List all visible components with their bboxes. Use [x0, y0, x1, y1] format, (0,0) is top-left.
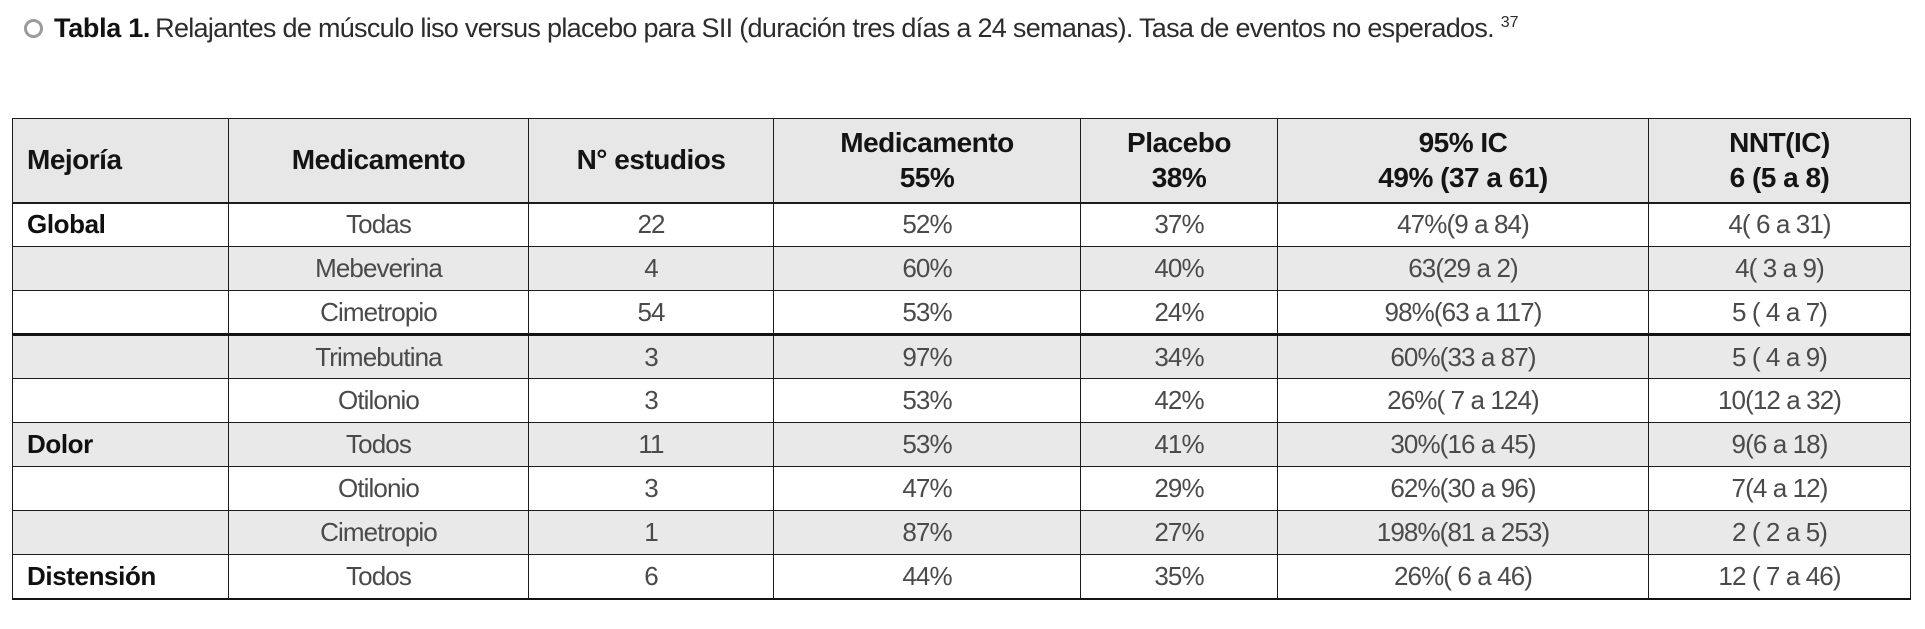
cell-nnt_ic: 2 ( 2 a 5) [1648, 510, 1911, 555]
cell-n_estudios: 3 [528, 334, 774, 379]
caption-reference: 37 [1500, 14, 1519, 31]
cell-medicamento_pct: 97% [773, 334, 1081, 379]
table-row: Cimetropio 54 53% 24% 98%(63 a 117) 5 ( … [12, 290, 1911, 336]
table-row: Trimebutina 3 97% 34% 60%(33 a 87) 5 ( 4… [12, 334, 1911, 379]
cell-mejoria [12, 334, 229, 379]
column-header-subvalue: 49% (37 a 61) [1378, 161, 1548, 193]
column-header-label: 95% IC [1418, 126, 1508, 158]
cell-placebo_pct: 35% [1080, 554, 1278, 600]
cell-mejoria: Distensión [12, 554, 229, 600]
cell-placebo_pct: 24% [1080, 290, 1278, 336]
cell-ic_95: 98%(63 a 117) [1277, 290, 1649, 336]
column-header-3: Medicamento 55% [773, 118, 1081, 204]
circle-outline-icon [24, 19, 43, 38]
cell-medicamento_pct: 53% [773, 378, 1081, 423]
cell-ic_95: 47%(9 a 84) [1277, 202, 1649, 247]
cell-ic_95: 26%( 7 a 124) [1277, 378, 1649, 423]
cell-nnt_ic: 7(4 a 12) [1648, 466, 1911, 511]
table-body: Global Todas 22 52% 37% 47%(9 a 84) 4( 6… [12, 202, 1911, 600]
cell-ic_95: 62%(30 a 96) [1277, 466, 1649, 511]
table-row: Dolor Todos 11 53% 41% 30%(16 a 45) 9(6 … [12, 422, 1911, 467]
cell-n_estudios: 4 [528, 246, 774, 291]
cell-medicamento: Otilonio [228, 466, 529, 511]
column-header-6: NNT(IC) 6 (5 a 8) [1648, 118, 1911, 204]
cell-n_estudios: 6 [528, 554, 774, 600]
cell-placebo_pct: 41% [1080, 422, 1278, 467]
cell-n_estudios: 1 [528, 510, 774, 555]
column-header-2: N° estudios [528, 118, 774, 204]
column-header-label: Placebo [1127, 126, 1231, 158]
column-header-subvalue: 55% [899, 161, 955, 193]
results-table: Mejoría Medicamento N° estudios Medicame… [12, 118, 1911, 600]
column-header-label: Medicamento [840, 126, 1014, 158]
cell-nnt_ic: 5 ( 4 a 9) [1648, 334, 1911, 379]
cell-ic_95: 198%(81 a 253) [1277, 510, 1649, 555]
header-row: Mejoría Medicamento N° estudios Medicame… [12, 118, 1911, 204]
column-header-label: Medicamento [291, 144, 466, 176]
column-header-label: Mejoría [27, 144, 122, 176]
cell-ic_95: 60%(33 a 87) [1277, 334, 1649, 379]
cell-mejoria: Dolor [12, 422, 229, 467]
cell-medicamento: Otilonio [228, 378, 529, 423]
cell-placebo_pct: 40% [1080, 246, 1278, 291]
column-header-0: Mejoría [12, 118, 229, 204]
cell-n_estudios: 54 [528, 290, 774, 336]
cell-medicamento_pct: 47% [773, 466, 1081, 511]
cell-mejoria [12, 510, 229, 555]
caption-label: Tabla 1. [54, 13, 151, 43]
cell-medicamento: Cimetropio [228, 510, 529, 555]
table-caption: Tabla 1. Relajantes de músculo liso versu… [24, 13, 1519, 44]
cell-ic_95: 30%(16 a 45) [1277, 422, 1649, 467]
cell-medicamento_pct: 53% [773, 422, 1081, 467]
cell-placebo_pct: 34% [1080, 334, 1278, 379]
cell-medicamento: Todas [228, 202, 529, 247]
column-header-4: Placebo 38% [1080, 118, 1278, 204]
column-header-5: 95% IC 49% (37 a 61) [1277, 118, 1649, 204]
cell-medicamento_pct: 60% [773, 246, 1081, 291]
cell-placebo_pct: 37% [1080, 202, 1278, 247]
cell-ic_95: 63(29 a 2) [1277, 246, 1649, 291]
caption-body: Relajantes de músculo liso versus placeb… [155, 13, 1495, 43]
cell-placebo_pct: 27% [1080, 510, 1278, 555]
cell-mejoria [12, 378, 229, 423]
cell-medicamento: Cimetropio [228, 290, 529, 336]
column-header-1: Medicamento [228, 118, 529, 204]
cell-mejoria: Global [12, 202, 229, 247]
column-header-subvalue: 38% [1151, 161, 1207, 193]
cell-mejoria [12, 246, 229, 291]
cell-medicamento_pct: 87% [773, 510, 1081, 555]
cell-nnt_ic: 9(6 a 18) [1648, 422, 1911, 467]
table-row: Otilonio 3 53% 42% 26%( 7 a 124) 10(12 a… [12, 378, 1911, 423]
cell-nnt_ic: 5 ( 4 a 7) [1648, 290, 1911, 336]
cell-n_estudios: 22 [528, 202, 774, 247]
cell-nnt_ic: 4( 3 a 9) [1648, 246, 1911, 291]
table-row: Cimetropio 1 87% 27% 198%(81 a 253) 2 ( … [12, 510, 1911, 555]
cell-nnt_ic: 12 ( 7 a 46) [1648, 554, 1911, 600]
cell-medicamento: Todos [228, 422, 529, 467]
cell-medicamento_pct: 52% [773, 202, 1081, 247]
cell-nnt_ic: 10(12 a 32) [1648, 378, 1911, 423]
cell-placebo_pct: 42% [1080, 378, 1278, 423]
cell-n_estudios: 3 [528, 378, 774, 423]
caption-text: Tabla 1. Relajantes de músculo liso versu… [54, 13, 1519, 44]
table-row: Global Todas 22 52% 37% 47%(9 a 84) 4( 6… [12, 202, 1911, 247]
cell-medicamento_pct: 53% [773, 290, 1081, 336]
column-header-label: N° estudios [576, 144, 726, 176]
table-row: Distensión Todos 6 44% 35% 26%( 6 a 46) … [12, 554, 1911, 600]
cell-medicamento_pct: 44% [773, 554, 1081, 600]
cell-nnt_ic: 4( 6 a 31) [1648, 202, 1911, 247]
cell-ic_95: 26%( 6 a 46) [1277, 554, 1649, 600]
cell-medicamento: Todos [228, 554, 529, 600]
cell-mejoria [12, 466, 229, 511]
column-header-label: NNT(IC) [1729, 126, 1830, 158]
table-row: Mebeverina 4 60% 40% 63(29 a 2) 4( 3 a 9… [12, 246, 1911, 291]
cell-placebo_pct: 29% [1080, 466, 1278, 511]
cell-n_estudios: 3 [528, 466, 774, 511]
cell-medicamento: Trimebutina [228, 334, 529, 379]
cell-mejoria [12, 290, 229, 336]
cell-n_estudios: 11 [528, 422, 774, 467]
cell-medicamento: Mebeverina [228, 246, 529, 291]
column-header-subvalue: 6 (5 a 8) [1729, 161, 1830, 193]
table-row: Otilonio 3 47% 29% 62%(30 a 96) 7(4 a 12… [12, 466, 1911, 511]
